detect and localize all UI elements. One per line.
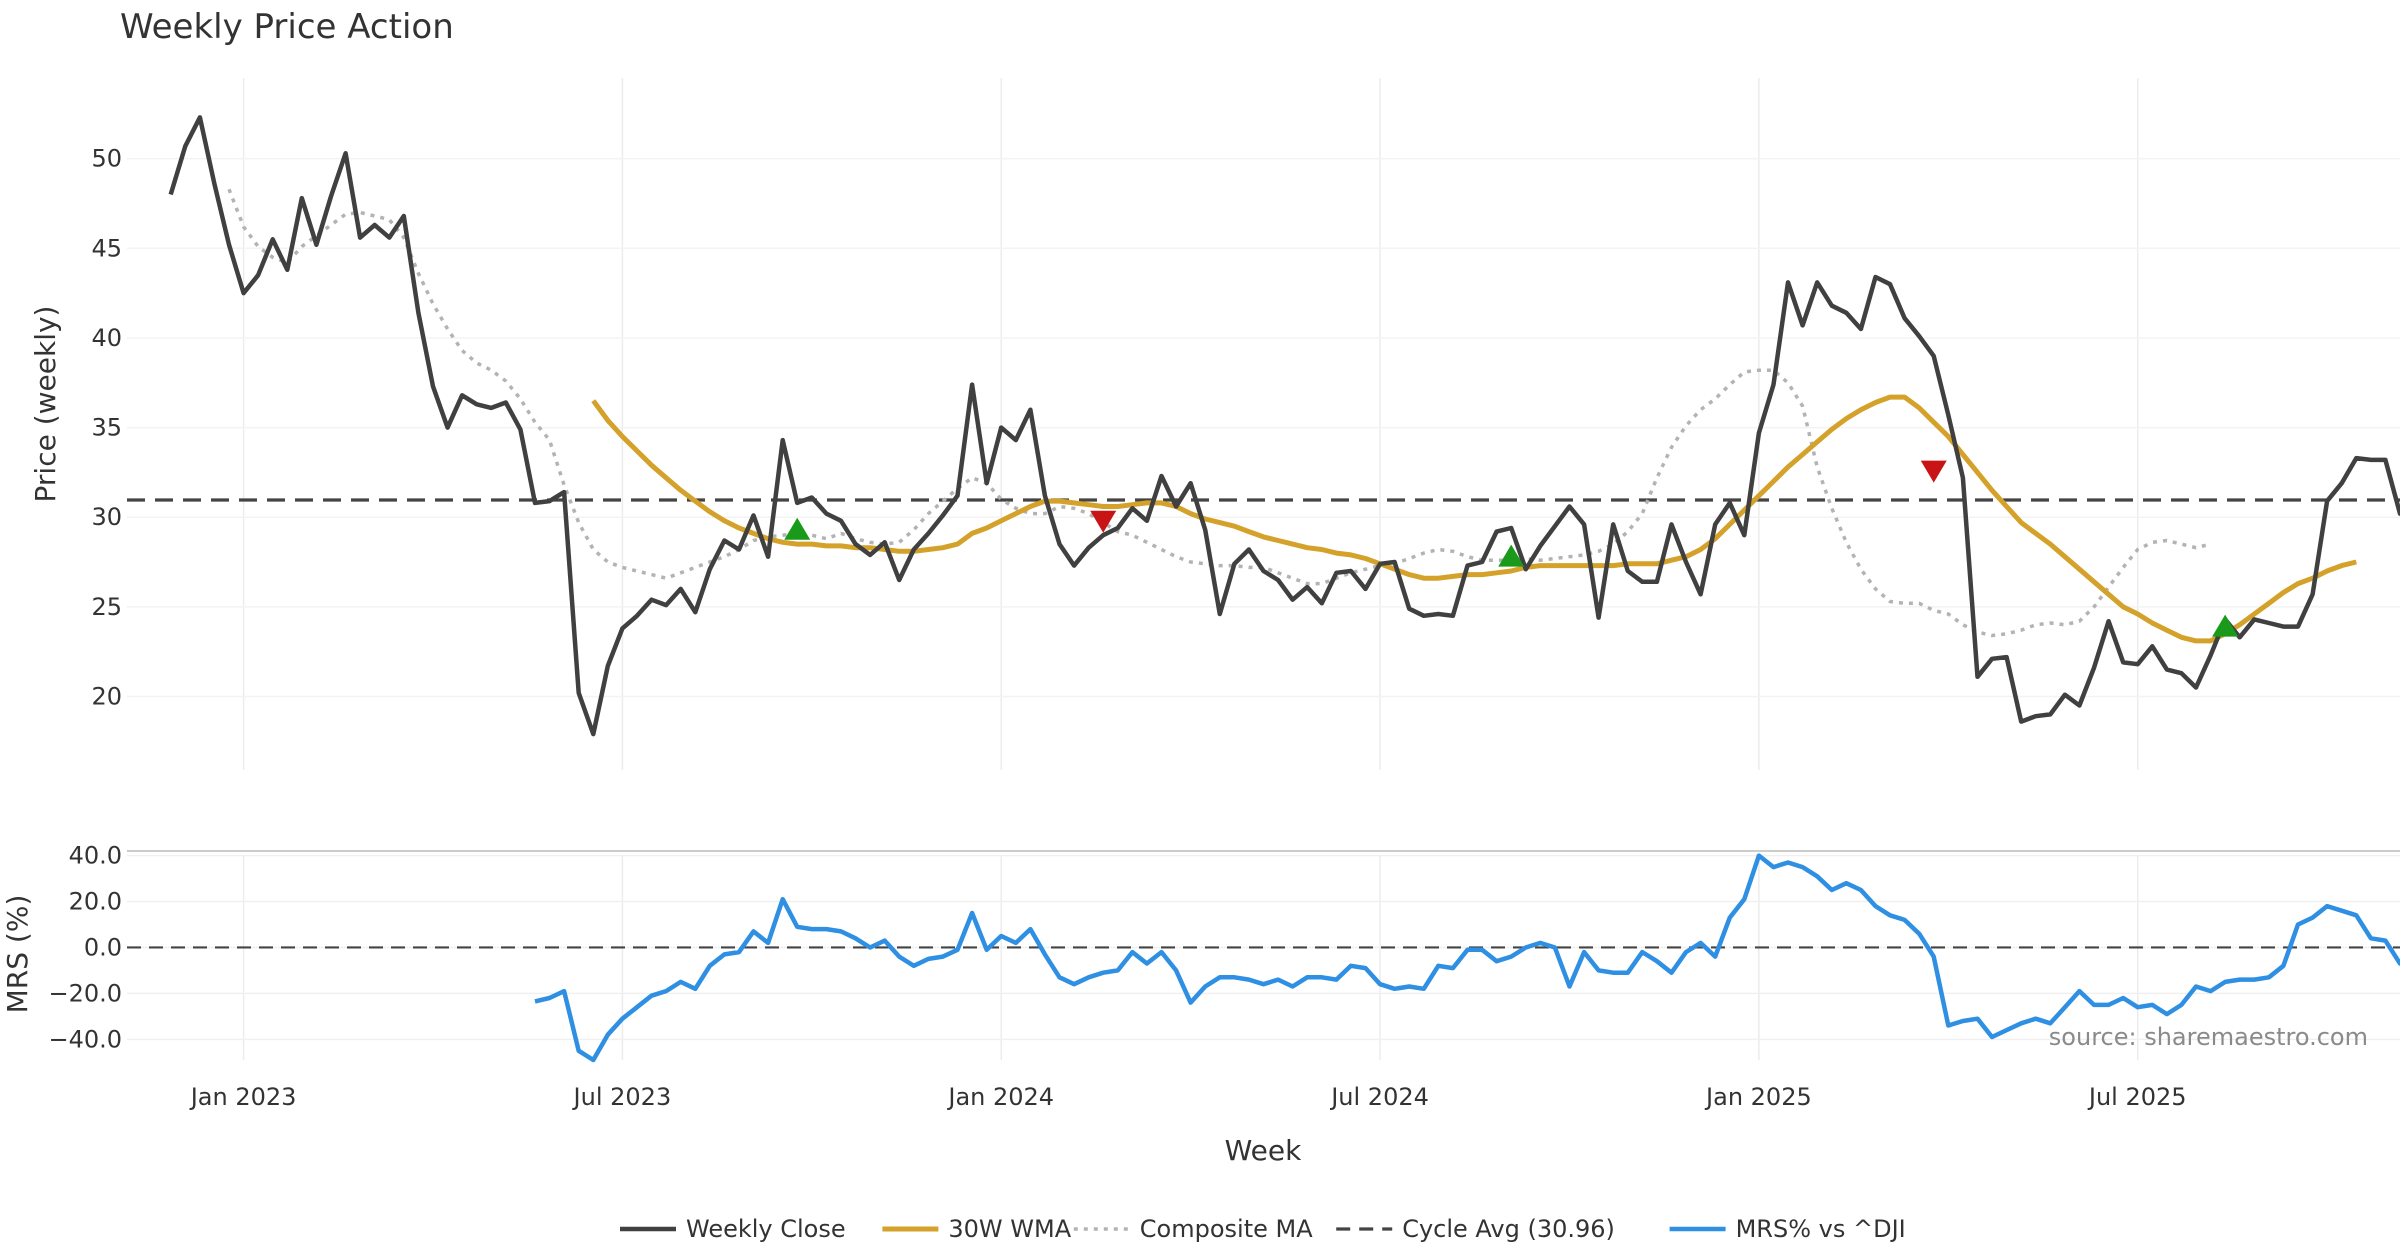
sell-signal-marker <box>1090 510 1117 533</box>
price-panel: 20 25 30 35 40 45 50 Price (weekly) <box>29 78 2400 770</box>
source-text: source: sharemaestro.com <box>2049 1023 2368 1051</box>
price-y-tick-label: 20 <box>91 682 122 710</box>
mrs-y-axis: −40.0 −20.0 0.0 20.0 40.0 <box>48 842 122 1054</box>
price-y-tick-label: 40 <box>91 324 122 352</box>
mrs-y-tick-label: 0.0 <box>84 933 122 961</box>
legend-label-cycle-avg-30-96: Cycle Avg (30.96) <box>1402 1215 1615 1243</box>
mrs-panel: −40.0 −20.0 0.0 20.0 40.0 MRS (%) source: sh… <box>1 842 2400 1063</box>
x-tick-label: Jul 2025 <box>2087 1083 2187 1111</box>
x-tick-label: Jul 2024 <box>1329 1083 1429 1111</box>
x-tick-label: Jan 2025 <box>1704 1083 1812 1111</box>
mrs-series <box>127 853 2400 1063</box>
mrs-y-tick-label: 20.0 <box>69 888 122 916</box>
buy-signal-marker <box>1498 544 1525 567</box>
x-axis: Jan 2023 Jul 2023 Jan 2024 Jul 2024 Jan 2025… <box>189 1083 2187 1111</box>
legend-label-composite-ma: Composite MA <box>1140 1215 1313 1243</box>
legend-label-weekly-close: Weekly Close <box>686 1215 846 1243</box>
legend-label-mrs-vs-dji: MRS% vs ^DJI <box>1736 1215 1906 1243</box>
sell-signal-marker <box>1920 460 1947 483</box>
mrs-y-tick-label: −40.0 <box>48 1025 122 1053</box>
series-composite-ma <box>227 188 2212 638</box>
x-tick-label: Jul 2023 <box>572 1083 672 1111</box>
price-grid <box>127 78 2400 770</box>
mrs-y-axis-label: MRS (%) <box>1 895 34 1014</box>
price-y-tick-label: 35 <box>91 414 122 442</box>
mrs-y-tick-label: 40.0 <box>69 842 122 870</box>
series-mrs-vs-dji <box>534 853 2400 1063</box>
price-y-tick-label: 45 <box>91 234 122 262</box>
legend: Weekly Close 30W WMA Composite MA Cycle Avg… <box>620 1215 1906 1243</box>
buy-signal-marker <box>2212 614 2239 637</box>
price-y-tick-label: 50 <box>91 145 122 173</box>
price-y-axis-label: Price (weekly) <box>29 306 62 503</box>
signal-markers <box>784 460 2239 637</box>
mrs-y-tick-label: −20.0 <box>48 979 122 1007</box>
price-series <box>127 115 2400 737</box>
price-y-tick-label: 30 <box>91 503 122 531</box>
price-y-axis: 20 25 30 35 40 45 50 <box>91 145 122 711</box>
legend-label-30w-wma: 30W WMA <box>948 1215 1071 1243</box>
x-axis-label: Week <box>1225 1134 1302 1167</box>
x-tick-label: Jan 2023 <box>189 1083 297 1111</box>
chart-title: Weekly Price Action <box>120 7 454 47</box>
series-30w-wma <box>591 394 2357 644</box>
series-weekly-close <box>168 115 2400 737</box>
buy-signal-marker <box>784 517 811 540</box>
price-y-tick-label: 25 <box>91 593 122 621</box>
x-tick-label: Jan 2024 <box>946 1083 1054 1111</box>
